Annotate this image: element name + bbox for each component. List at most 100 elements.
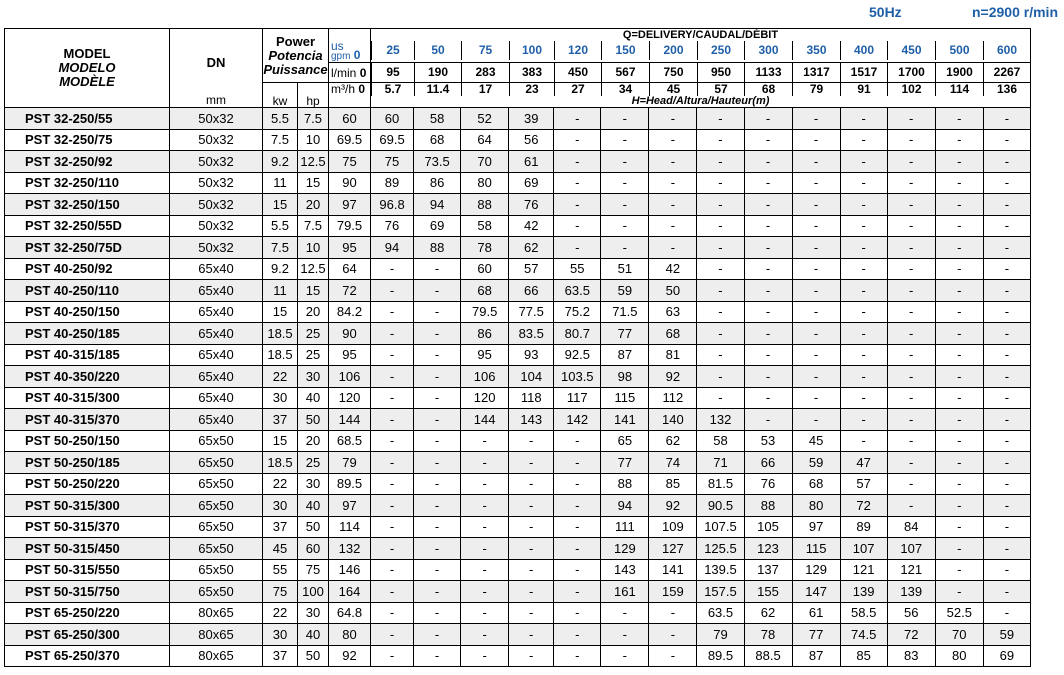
head-cell: - (791, 128, 841, 151)
head-cell: - (696, 300, 745, 323)
head-cell: - (369, 343, 415, 366)
model-cell: PST 32-250/55 (4, 107, 170, 130)
head-cell: 84 (886, 515, 936, 538)
head-cell: - (934, 236, 984, 259)
head-cell: 97 (328, 494, 371, 517)
head-cell: - (369, 451, 415, 474)
lmin-value: 1317 (792, 63, 840, 82)
head-cell: - (648, 107, 698, 130)
head-cell: - (839, 236, 888, 259)
model-cell: PST 40-250/185 (4, 322, 170, 345)
head-cell: 125.5 (696, 537, 745, 560)
hp-cell: 10 (297, 236, 329, 259)
hp-cell: 30 (297, 365, 329, 388)
gpm-value: 600 (983, 41, 1030, 60)
kw-cell: 11 (262, 279, 298, 302)
hp-cell: 12.5 (297, 257, 329, 280)
head-cell: - (553, 193, 602, 216)
head-cell: 63.5 (696, 601, 745, 624)
head-cell: 88 (460, 193, 510, 216)
head-cell: - (553, 150, 602, 173)
lmin-unit: l/min (331, 65, 357, 80)
kw-cell: 15 (262, 193, 298, 216)
head-cell: - (982, 451, 1032, 474)
kw-cell: 5.5 (262, 107, 298, 130)
dn-cell: 65x40 (169, 300, 263, 323)
kw-cell: 15 (262, 300, 298, 323)
head-cell: - (791, 279, 841, 302)
kw-cell: 22 (262, 365, 298, 388)
head-cell: - (413, 322, 462, 345)
head-cell: - (934, 558, 984, 581)
head-cell: - (413, 515, 462, 538)
head-cell: - (553, 644, 602, 667)
hp-cell: 50 (297, 515, 329, 538)
hp-cell: 40 (297, 494, 329, 517)
head-cell: - (743, 150, 793, 173)
head-cell: 76 (369, 214, 415, 237)
head-cell: - (600, 644, 650, 667)
head-cell: - (553, 515, 602, 538)
head-cell: - (508, 429, 555, 452)
kw-cell: 7.5 (262, 236, 298, 259)
head-cell: - (369, 257, 415, 280)
head-cell: - (696, 193, 745, 216)
head-cell: 88 (600, 472, 650, 495)
head-cell: - (743, 408, 793, 431)
head-cell: - (600, 128, 650, 151)
dn-cell: 50x32 (169, 193, 263, 216)
table-row: PST 32-250/75D 50x32 7.5 10 95 94 88 78 62- - - - - -… (4, 236, 1032, 259)
head-cell: - (743, 343, 793, 366)
dn-header: DN mm (169, 28, 263, 108)
table-row: PST 40-250/110 65x40 11 15 72- -68 66 63.5 59 50-… (4, 279, 1032, 302)
head-cell: 139 (886, 580, 936, 603)
head-cell: 89.5 (328, 472, 371, 495)
table-row: PST 50-250/185 65x50 18.5 25 79- - - - -77 74 71 66… (4, 451, 1032, 474)
head-cell: 58.5 (839, 601, 888, 624)
head-cell: - (839, 343, 888, 366)
head-cell: - (934, 580, 984, 603)
head-cell: 92 (328, 644, 371, 667)
head-cell: - (839, 107, 888, 130)
head-cell: - (600, 623, 650, 646)
hp-cell: 20 (297, 193, 329, 216)
head-cell: 62 (743, 601, 793, 624)
dn-cell: 50x32 (169, 128, 263, 151)
head-cell: 89 (369, 171, 415, 194)
head-cell: - (886, 408, 936, 431)
lmin-value: 283 (461, 63, 509, 82)
head-cell: - (743, 171, 793, 194)
head-cell: - (934, 300, 984, 323)
head-cell: - (934, 279, 984, 302)
head-cell: - (600, 171, 650, 194)
head-cell: - (369, 537, 415, 560)
head-cell: 95 (460, 343, 510, 366)
head-cell: - (413, 451, 462, 474)
hp-cell: 25 (297, 343, 329, 366)
frequency-label: 50Hz (869, 4, 902, 20)
head-cell: - (982, 257, 1032, 280)
head-cell: - (743, 107, 793, 130)
hp-header: hp (297, 82, 329, 108)
lmin-value: 450 (554, 63, 601, 82)
head-cell: 45 (791, 429, 841, 452)
hp-cell: 25 (297, 322, 329, 345)
dn-cell: 50x32 (169, 171, 263, 194)
head-cell: - (934, 193, 984, 216)
head-cell: 105 (743, 515, 793, 538)
kw-header: kw (262, 82, 298, 108)
head-cell: - (982, 128, 1032, 151)
head-cell: - (886, 472, 936, 495)
head-cell: 56 (886, 601, 936, 624)
head-cell: 57 (839, 472, 888, 495)
head-cell: - (369, 644, 415, 667)
head-cell: - (839, 171, 888, 194)
head-cell: - (839, 128, 888, 151)
head-cell: 74.5 (839, 623, 888, 646)
gpm-value: 120 (554, 41, 601, 60)
model-cell: PST 50-250/220 (4, 472, 170, 495)
gpm-value: 75 (461, 41, 509, 60)
kw-cell: 37 (262, 408, 298, 431)
lmin-value: 95 (371, 63, 415, 82)
m3h-value: 17 (461, 83, 509, 96)
